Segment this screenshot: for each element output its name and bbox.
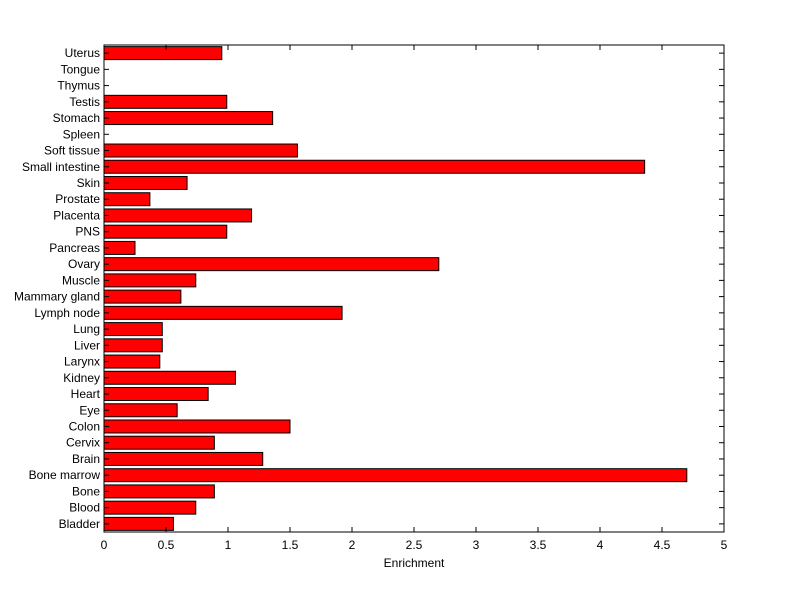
y-tick-label: Skin — [77, 176, 100, 190]
y-tick-label: Bladder — [59, 517, 100, 531]
bar-bone-marrow — [103, 468, 688, 483]
x-tick-label: 0.5 — [158, 538, 175, 552]
y-tick-label: Thymus — [57, 79, 100, 93]
y-tick-label: Mammary gland — [14, 290, 100, 304]
y-tick-label: Stomach — [53, 111, 100, 125]
bar-larynx — [103, 354, 161, 369]
y-tick-label: Placenta — [53, 208, 100, 222]
y-tick-label: Testis — [69, 95, 100, 109]
y-tick-label: Pancreas — [49, 241, 100, 255]
y-tick-label: Kidney — [63, 371, 100, 385]
x-tick-label: 1 — [225, 538, 232, 552]
y-tick-label: Liver — [74, 338, 100, 352]
y-tick-label: Tongue — [61, 62, 101, 76]
x-tick-label: 5 — [721, 538, 728, 552]
bar-liver — [103, 338, 163, 353]
y-tick-label: Ovary — [68, 257, 100, 271]
bar-bone — [103, 484, 215, 499]
y-tick-label: Lymph node — [34, 306, 100, 320]
x-tick-label: 3 — [473, 538, 480, 552]
bar-skin — [103, 175, 188, 190]
x-tick-label: 4 — [597, 538, 604, 552]
bar-blood — [103, 500, 197, 515]
x-tick-label: 2 — [349, 538, 356, 552]
y-tick-label: PNS — [75, 225, 100, 239]
labels-group: Bladder Blood Bone Bone marrow Brain Cervix Co… — [14, 46, 728, 552]
y-tick-label: Prostate — [55, 192, 100, 206]
bar-small-intestine — [103, 159, 646, 174]
y-tick-label: Cervix — [66, 436, 100, 450]
bar-soft-tissue — [103, 143, 298, 158]
plot-frame — [103, 44, 725, 533]
x-tick-label: 0 — [101, 538, 108, 552]
x-tick-label: 1.5 — [282, 538, 299, 552]
bar-heart — [103, 387, 209, 402]
bar-ovary — [103, 257, 440, 272]
bar-brain — [103, 451, 264, 466]
bar-stomach — [103, 111, 274, 126]
y-tick-label: Larynx — [64, 355, 100, 369]
bar-muscle — [103, 273, 197, 288]
y-tick-label: Bone marrow — [29, 468, 101, 482]
y-tick-label: Small intestine — [22, 160, 100, 174]
bar-prostate — [103, 192, 151, 207]
y-tick-label: Lung — [73, 322, 100, 336]
y-tick-label: Spleen — [63, 127, 100, 141]
bar-testis — [103, 94, 228, 109]
bar-colon — [103, 419, 291, 434]
bar-cervix — [103, 435, 215, 450]
x-tick-label: 2.5 — [406, 538, 423, 552]
y-tick-label: Brain — [72, 452, 100, 466]
bar-lymph-node — [103, 305, 343, 320]
y-tick-label: Soft tissue — [44, 144, 100, 158]
bar-eye — [103, 403, 178, 418]
bar-placenta — [103, 208, 253, 223]
ticks-group — [103, 45, 725, 532]
y-tick-label: Eye — [79, 403, 100, 417]
y-tick-label: Muscle — [62, 273, 100, 287]
bar-kidney — [103, 370, 236, 385]
y-tick-label: Uterus — [65, 46, 100, 60]
bar-pns — [103, 224, 228, 239]
y-tick-label: Blood — [69, 501, 100, 515]
x-tick-label: 3.5 — [530, 538, 547, 552]
y-tick-label: Colon — [69, 419, 100, 433]
y-tick-label: Heart — [71, 387, 101, 401]
x-axis-label: Enrichment — [384, 556, 445, 570]
bar-bladder — [103, 516, 174, 531]
bar-lung — [103, 322, 163, 337]
y-tick-label: Bone — [72, 484, 100, 498]
plot-area — [104, 45, 724, 532]
x-tick-label: 4.5 — [654, 538, 671, 552]
bar-mammary-gland — [103, 289, 182, 304]
bar-uterus — [103, 46, 223, 61]
